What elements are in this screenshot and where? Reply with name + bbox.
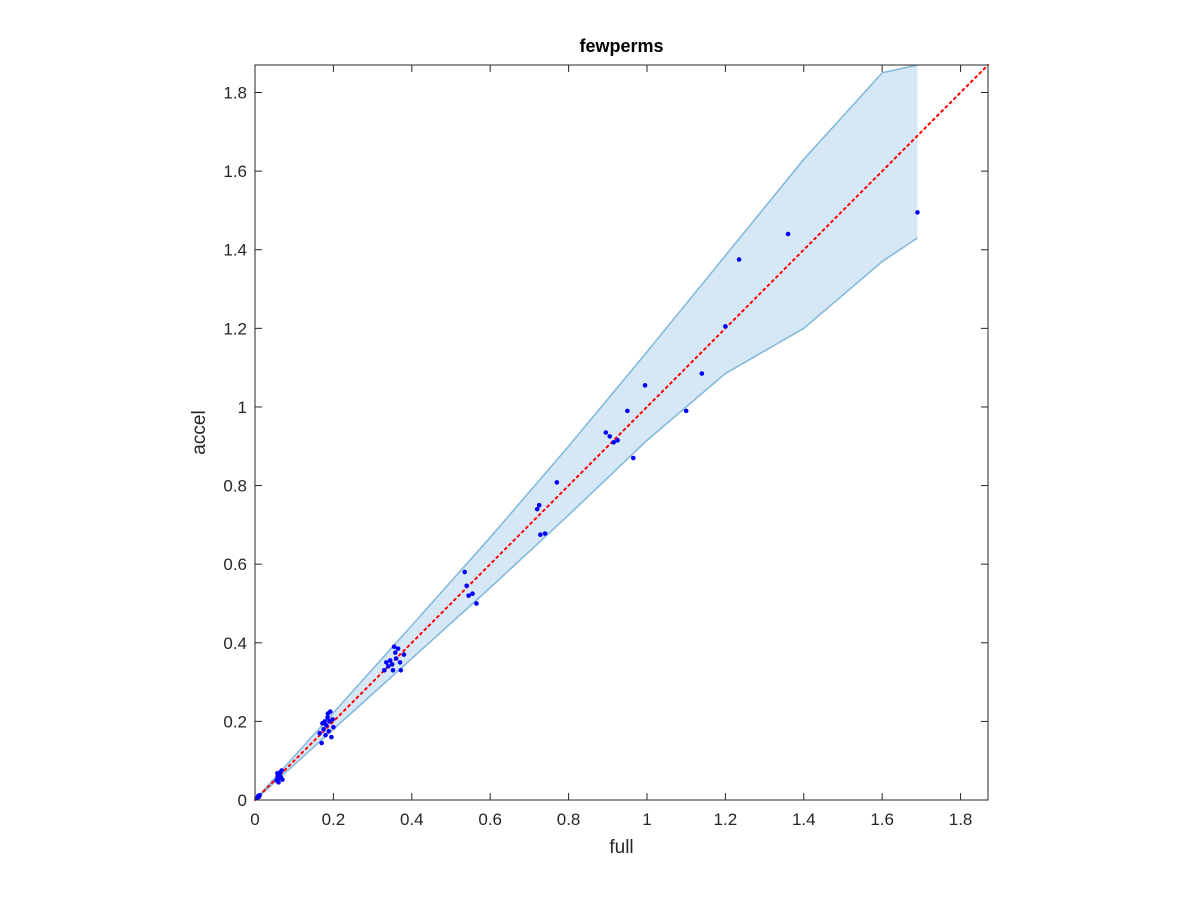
data-point — [474, 601, 479, 606]
x-tick-label: 1 — [642, 810, 651, 829]
data-point — [280, 777, 285, 782]
data-point — [462, 569, 468, 575]
data-point — [323, 732, 328, 738]
y-tick-label: 0.6 — [223, 555, 247, 574]
data-point — [630, 455, 636, 461]
data-point — [321, 726, 326, 732]
data-point — [603, 430, 609, 435]
data-point — [470, 591, 475, 596]
data-point — [325, 715, 330, 720]
y-tick-label: 1.6 — [223, 162, 247, 181]
data-point — [915, 210, 920, 215]
y-tick-label: 1.4 — [223, 241, 247, 260]
data-point — [384, 660, 389, 665]
data-point — [401, 652, 407, 657]
data-point — [398, 667, 404, 673]
x-tick-label: 1.6 — [870, 810, 894, 829]
data-point — [397, 660, 403, 665]
band-lower-edge — [255, 237, 918, 800]
data-point — [257, 792, 263, 798]
band-upper-edge — [255, 65, 918, 800]
y-tick-label: 0.8 — [223, 477, 247, 496]
data-point — [785, 231, 791, 237]
y-tick-label: 0 — [238, 791, 247, 810]
data-point — [320, 721, 325, 726]
y-tick-label: 1.8 — [223, 84, 247, 103]
data-points-group — [254, 210, 920, 801]
data-point — [317, 730, 322, 736]
data-point — [390, 667, 396, 673]
data-point — [279, 768, 284, 773]
data-point — [607, 434, 613, 439]
data-point — [319, 740, 324, 746]
data-point — [324, 723, 329, 728]
data-point — [466, 593, 471, 598]
data-point — [554, 480, 560, 485]
y-tick-label: 1 — [238, 398, 247, 417]
data-point — [325, 711, 331, 716]
y-axis-title: accel — [189, 410, 210, 454]
data-point — [331, 724, 336, 730]
chart-title: fewperms — [579, 36, 663, 56]
axis-ticks-group: 0 0.2 0.4 0.6 0.8 1 1.2 1.4 1.6 1.8 0 0.2 0.4 0.6 0.8 1… — [223, 65, 988, 829]
data-point — [395, 646, 401, 651]
data-point — [642, 383, 648, 388]
data-point — [382, 667, 387, 673]
data-point — [625, 408, 630, 414]
plot-frame — [254, 64, 989, 801]
reference-diagonal-line — [254, 64, 989, 801]
data-point — [611, 440, 616, 445]
data-point — [683, 408, 689, 414]
data-point — [615, 438, 620, 443]
reference-line-group — [254, 64, 989, 801]
y-tick-label: 0.2 — [223, 712, 247, 731]
data-point — [329, 734, 334, 740]
x-tick-label: 0.6 — [478, 810, 502, 829]
data-point — [393, 650, 398, 655]
data-point — [464, 583, 469, 589]
data-point — [699, 371, 705, 376]
data-point — [542, 531, 548, 536]
data-point — [330, 717, 335, 722]
data-point — [326, 728, 331, 734]
data-point — [385, 664, 391, 669]
confidence-band-group — [255, 65, 918, 800]
data-point — [723, 324, 728, 329]
data-point — [736, 257, 742, 262]
x-tick-label: 0.8 — [557, 810, 581, 829]
x-tick-label: 1.8 — [949, 810, 973, 829]
data-point — [276, 780, 281, 785]
x-axis-title: full — [609, 837, 633, 858]
x-tick-label: 0.4 — [400, 810, 424, 829]
data-point — [275, 770, 280, 776]
data-point — [534, 506, 540, 512]
x-tick-label: 0 — [250, 810, 259, 829]
data-point — [387, 658, 393, 663]
data-point — [393, 656, 399, 661]
data-point — [536, 502, 542, 508]
data-point — [389, 662, 395, 667]
y-tick-label: 1.2 — [223, 319, 247, 338]
data-point — [538, 532, 543, 537]
x-tick-label: 1.2 — [714, 810, 738, 829]
data-point — [391, 644, 397, 650]
x-tick-label: 1.4 — [792, 810, 816, 829]
y-tick-label: 0.4 — [223, 634, 247, 653]
x-tick-label: 0.2 — [322, 810, 346, 829]
